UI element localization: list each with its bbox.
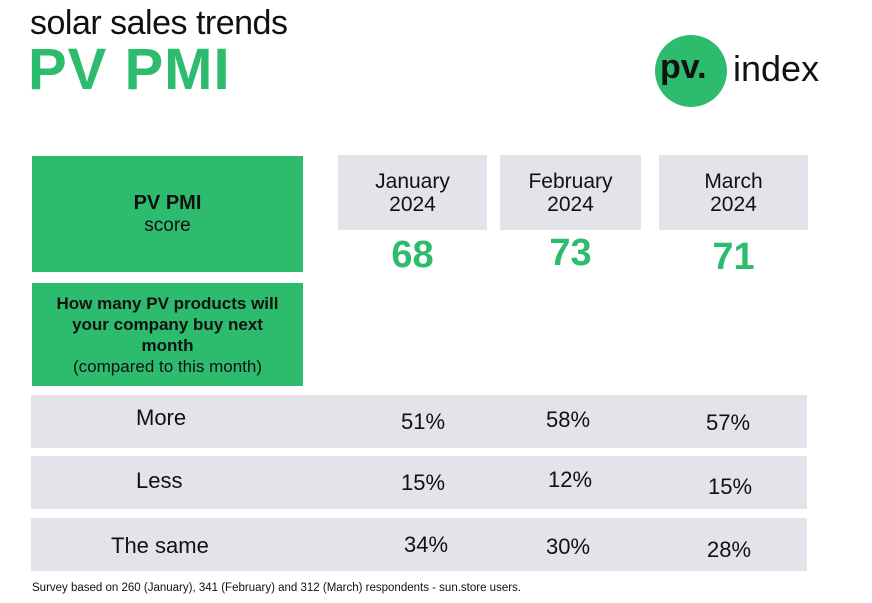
cell-value: 28% bbox=[707, 537, 752, 562]
cell-value: 15% bbox=[401, 470, 446, 495]
footnote: Survey based on 260 (January), 341 (Febr… bbox=[32, 582, 521, 594]
logo-index: index bbox=[733, 48, 820, 89]
subtitle: solar sales trends bbox=[30, 4, 288, 42]
month-header-february: February 2024 bbox=[500, 155, 641, 230]
score-label-box: PV PMI score bbox=[32, 156, 303, 272]
score-january: 68 bbox=[391, 234, 434, 276]
cell-value: 12% bbox=[548, 467, 593, 492]
month-header-march: March 2024 bbox=[659, 155, 808, 230]
page-title: PV PMI bbox=[28, 37, 231, 102]
table-row-more: More 51% 58% 57% bbox=[31, 395, 807, 448]
table-row-same: The same 34% 30% 28% bbox=[31, 518, 807, 571]
cell-value: 51% bbox=[401, 409, 446, 434]
score-label: PV PMI bbox=[133, 191, 202, 214]
cell-value: 34% bbox=[404, 532, 449, 557]
logo-circle bbox=[655, 35, 727, 107]
row-label: The same bbox=[111, 533, 209, 558]
row-label: Less bbox=[136, 468, 183, 493]
question-subtext: (compared to this month) bbox=[73, 356, 262, 376]
score-march: 71 bbox=[712, 236, 755, 278]
row-label: More bbox=[136, 405, 187, 430]
score-february: 73 bbox=[549, 232, 592, 274]
month-header-january: January 2024 bbox=[338, 155, 487, 230]
logo-pv: pv. bbox=[660, 48, 707, 86]
cell-value: 30% bbox=[546, 534, 591, 559]
question-box: How many PV products will your company b… bbox=[32, 283, 303, 386]
question-text: How many PV products will your company b… bbox=[56, 293, 279, 355]
cell-value: 15% bbox=[708, 474, 753, 499]
score-sublabel: score bbox=[144, 214, 191, 236]
cell-value: 58% bbox=[546, 407, 591, 432]
cell-value: 57% bbox=[706, 410, 751, 435]
table-row-less: Less 15% 12% 15% bbox=[31, 456, 807, 509]
